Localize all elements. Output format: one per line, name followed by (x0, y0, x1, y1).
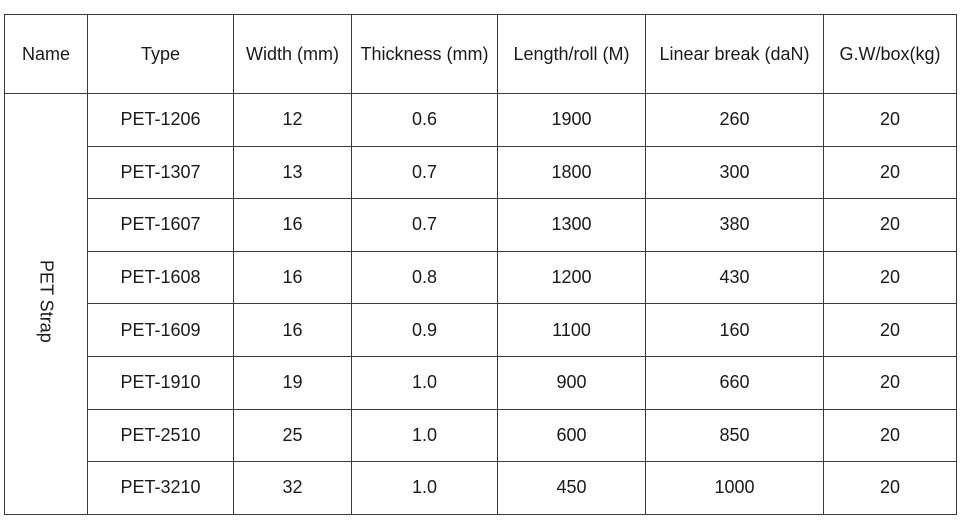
cell-length: 1200 (497, 250, 646, 305)
table-row: PET-1910 19 1.0 900 660 20 (5, 355, 957, 410)
cell-linear-break: 1000 (645, 461, 824, 515)
cell-width: 13 (233, 145, 352, 200)
group-name-cell: PET Strap (4, 93, 88, 515)
cell-width: 12 (233, 93, 352, 147)
cell-type: PET-3210 (87, 461, 234, 515)
table-row: PET-1307 13 0.7 1800 300 20 (5, 145, 957, 200)
table-row: PET-1607 16 0.7 1300 380 20 (5, 198, 957, 252)
cell-type: PET-1206 (87, 93, 234, 147)
cell-thickness: 0.6 (351, 93, 498, 147)
cell-gross-weight: 20 (823, 250, 957, 305)
header-gross-weight: G.W/box(kg) (823, 14, 957, 94)
cell-gross-weight: 20 (823, 355, 957, 410)
cell-type: PET-1910 (87, 355, 234, 410)
header-length: Length/roll (M) (497, 14, 646, 94)
cell-length: 1100 (497, 303, 646, 357)
header-thickness: Thickness (mm) (351, 14, 498, 94)
header-linear-break: Linear break (daN) (645, 14, 824, 94)
cell-length: 1800 (497, 145, 646, 200)
table-body: PET Strap PET-1206 12 0.6 1900 260 20 PE… (4, 93, 957, 515)
cell-type: PET-1609 (87, 303, 234, 357)
group-name-label: PET Strap (36, 260, 57, 343)
header-width: Width (mm) (233, 14, 352, 94)
cell-thickness: 1.0 (351, 355, 498, 410)
header-row: Name Type Width (mm) Thickness (mm) Leng… (4, 14, 957, 94)
cell-linear-break: 300 (645, 145, 824, 200)
cell-linear-break: 660 (645, 355, 824, 410)
cell-length: 900 (497, 355, 646, 410)
pet-strap-spec-table: Name Type Width (mm) Thickness (mm) Leng… (4, 14, 957, 515)
cell-gross-weight: 20 (823, 198, 957, 252)
cell-width: 25 (233, 408, 352, 463)
cell-gross-weight: 20 (823, 145, 957, 200)
cell-type: PET-2510 (87, 408, 234, 463)
cell-gross-weight: 20 (823, 303, 957, 357)
cell-thickness: 0.9 (351, 303, 498, 357)
cell-linear-break: 380 (645, 198, 824, 252)
cell-thickness: 1.0 (351, 461, 498, 515)
table-row: PET-1609 16 0.9 1100 160 20 (5, 303, 957, 357)
table-row: PET-2510 25 1.0 600 850 20 (5, 408, 957, 463)
cell-gross-weight: 20 (823, 408, 957, 463)
cell-linear-break: 850 (645, 408, 824, 463)
cell-length: 600 (497, 408, 646, 463)
cell-width: 16 (233, 250, 352, 305)
header-type: Type (87, 14, 234, 94)
cell-linear-break: 160 (645, 303, 824, 357)
cell-length: 450 (497, 461, 646, 515)
cell-width: 16 (233, 303, 352, 357)
cell-length: 1300 (497, 198, 646, 252)
cell-linear-break: 430 (645, 250, 824, 305)
cell-width: 19 (233, 355, 352, 410)
cell-thickness: 0.7 (351, 198, 498, 252)
cell-linear-break: 260 (645, 93, 824, 147)
cell-thickness: 0.8 (351, 250, 498, 305)
cell-type: PET-1307 (87, 145, 234, 200)
header-name: Name (4, 14, 88, 94)
cell-type: PET-1608 (87, 250, 234, 305)
table-row: PET-1608 16 0.8 1200 430 20 (5, 250, 957, 305)
table-header: Name Type Width (mm) Thickness (mm) Leng… (4, 14, 957, 94)
cell-length: 1900 (497, 93, 646, 147)
cell-type: PET-1607 (87, 198, 234, 252)
cell-thickness: 0.7 (351, 145, 498, 200)
cell-gross-weight: 20 (823, 93, 957, 147)
cell-width: 16 (233, 198, 352, 252)
cell-width: 32 (233, 461, 352, 515)
cell-thickness: 1.0 (351, 408, 498, 463)
cell-gross-weight: 20 (823, 461, 957, 515)
table-row: PET-3210 32 1.0 450 1000 20 (5, 461, 957, 515)
table-row: PET Strap PET-1206 12 0.6 1900 260 20 (4, 93, 957, 515)
